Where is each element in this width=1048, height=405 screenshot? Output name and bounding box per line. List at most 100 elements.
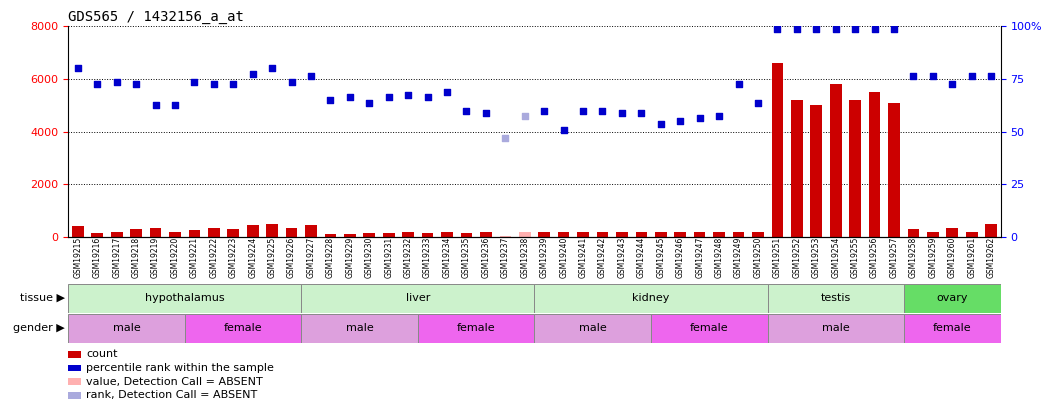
Bar — [247, 225, 259, 237]
Bar — [130, 229, 141, 237]
Bar — [810, 105, 822, 237]
Bar — [301, 314, 418, 343]
Bar — [500, 236, 511, 237]
Text: GSM19240: GSM19240 — [560, 237, 568, 278]
Point — [983, 73, 1000, 79]
Bar — [441, 232, 453, 237]
Bar — [903, 314, 1001, 343]
Point — [187, 78, 203, 85]
Text: GSM19245: GSM19245 — [656, 237, 665, 278]
Bar — [849, 100, 860, 237]
Text: GSM19235: GSM19235 — [462, 237, 471, 278]
Bar — [68, 364, 81, 371]
Text: GSM19252: GSM19252 — [792, 237, 802, 278]
Bar — [364, 233, 375, 237]
Text: GSM19257: GSM19257 — [890, 237, 898, 278]
Point — [711, 113, 727, 119]
Text: GSM19254: GSM19254 — [831, 237, 840, 278]
Bar — [946, 228, 958, 237]
Point — [808, 26, 825, 32]
Bar — [169, 232, 181, 237]
Point — [886, 26, 902, 32]
Point — [458, 107, 475, 114]
Text: hypothalamus: hypothalamus — [145, 293, 224, 303]
Text: GSM19244: GSM19244 — [637, 237, 646, 278]
Text: GSM19215: GSM19215 — [73, 237, 83, 278]
Bar — [286, 228, 298, 237]
Text: kidney: kidney — [632, 293, 670, 303]
Point — [225, 81, 242, 87]
Bar — [869, 92, 880, 237]
Text: GSM19221: GSM19221 — [190, 237, 199, 278]
Point — [89, 81, 106, 87]
Point — [613, 110, 630, 117]
Bar — [903, 284, 1001, 313]
Text: GSM19261: GSM19261 — [967, 237, 976, 278]
Text: rank, Detection Call = ABSENT: rank, Detection Call = ABSENT — [86, 390, 257, 400]
Bar — [733, 232, 744, 237]
Text: male: male — [578, 324, 607, 333]
Bar — [596, 232, 608, 237]
Bar — [402, 232, 414, 237]
Text: testis: testis — [821, 293, 851, 303]
Point — [574, 107, 591, 114]
Point — [303, 73, 320, 79]
Text: GSM19228: GSM19228 — [326, 237, 335, 278]
Bar — [767, 284, 903, 313]
Bar — [674, 232, 686, 237]
Point — [283, 78, 300, 85]
Point — [439, 89, 456, 96]
Bar — [791, 100, 803, 237]
Point — [128, 81, 145, 87]
Bar — [908, 229, 919, 237]
Bar — [68, 314, 184, 343]
Bar — [184, 314, 301, 343]
Bar — [927, 232, 939, 237]
Text: GSM19253: GSM19253 — [812, 237, 821, 278]
Text: GSM19232: GSM19232 — [403, 237, 413, 278]
Point — [536, 107, 552, 114]
Bar — [325, 234, 336, 237]
Text: female: female — [933, 324, 971, 333]
Text: female: female — [223, 324, 262, 333]
Text: GSM19226: GSM19226 — [287, 237, 297, 278]
Bar — [577, 232, 589, 237]
Point — [69, 65, 86, 72]
Text: percentile rank within the sample: percentile rank within the sample — [86, 363, 274, 373]
Bar — [68, 284, 301, 313]
Bar — [68, 351, 81, 358]
Text: GSM19238: GSM19238 — [520, 237, 529, 278]
Point — [517, 113, 533, 119]
Text: GSM19231: GSM19231 — [385, 237, 393, 278]
Point — [944, 81, 961, 87]
Bar — [714, 232, 725, 237]
Text: GSM19233: GSM19233 — [423, 237, 432, 278]
Text: GSM19236: GSM19236 — [481, 237, 490, 278]
Point — [478, 110, 495, 117]
Point — [361, 100, 377, 106]
Text: GSM19249: GSM19249 — [734, 237, 743, 278]
Text: GSM19247: GSM19247 — [695, 237, 704, 278]
Bar — [616, 232, 628, 237]
Bar — [966, 232, 978, 237]
Bar — [519, 232, 530, 237]
Text: GSM19220: GSM19220 — [171, 237, 179, 278]
Bar — [301, 284, 534, 313]
Point — [672, 118, 689, 124]
Text: liver: liver — [406, 293, 430, 303]
Text: GSM19246: GSM19246 — [676, 237, 684, 278]
Bar — [418, 314, 534, 343]
Bar — [91, 233, 103, 237]
Bar — [888, 103, 900, 237]
Text: male: male — [822, 324, 850, 333]
Text: GSM19229: GSM19229 — [346, 237, 354, 278]
Text: female: female — [690, 324, 728, 333]
Text: GSM19239: GSM19239 — [540, 237, 549, 278]
Point — [847, 26, 864, 32]
Point — [342, 94, 358, 100]
Text: GSM19216: GSM19216 — [93, 237, 102, 278]
Text: GSM19227: GSM19227 — [306, 237, 315, 278]
Bar — [534, 314, 651, 343]
Text: GSM19243: GSM19243 — [617, 237, 627, 278]
Point — [399, 92, 416, 98]
